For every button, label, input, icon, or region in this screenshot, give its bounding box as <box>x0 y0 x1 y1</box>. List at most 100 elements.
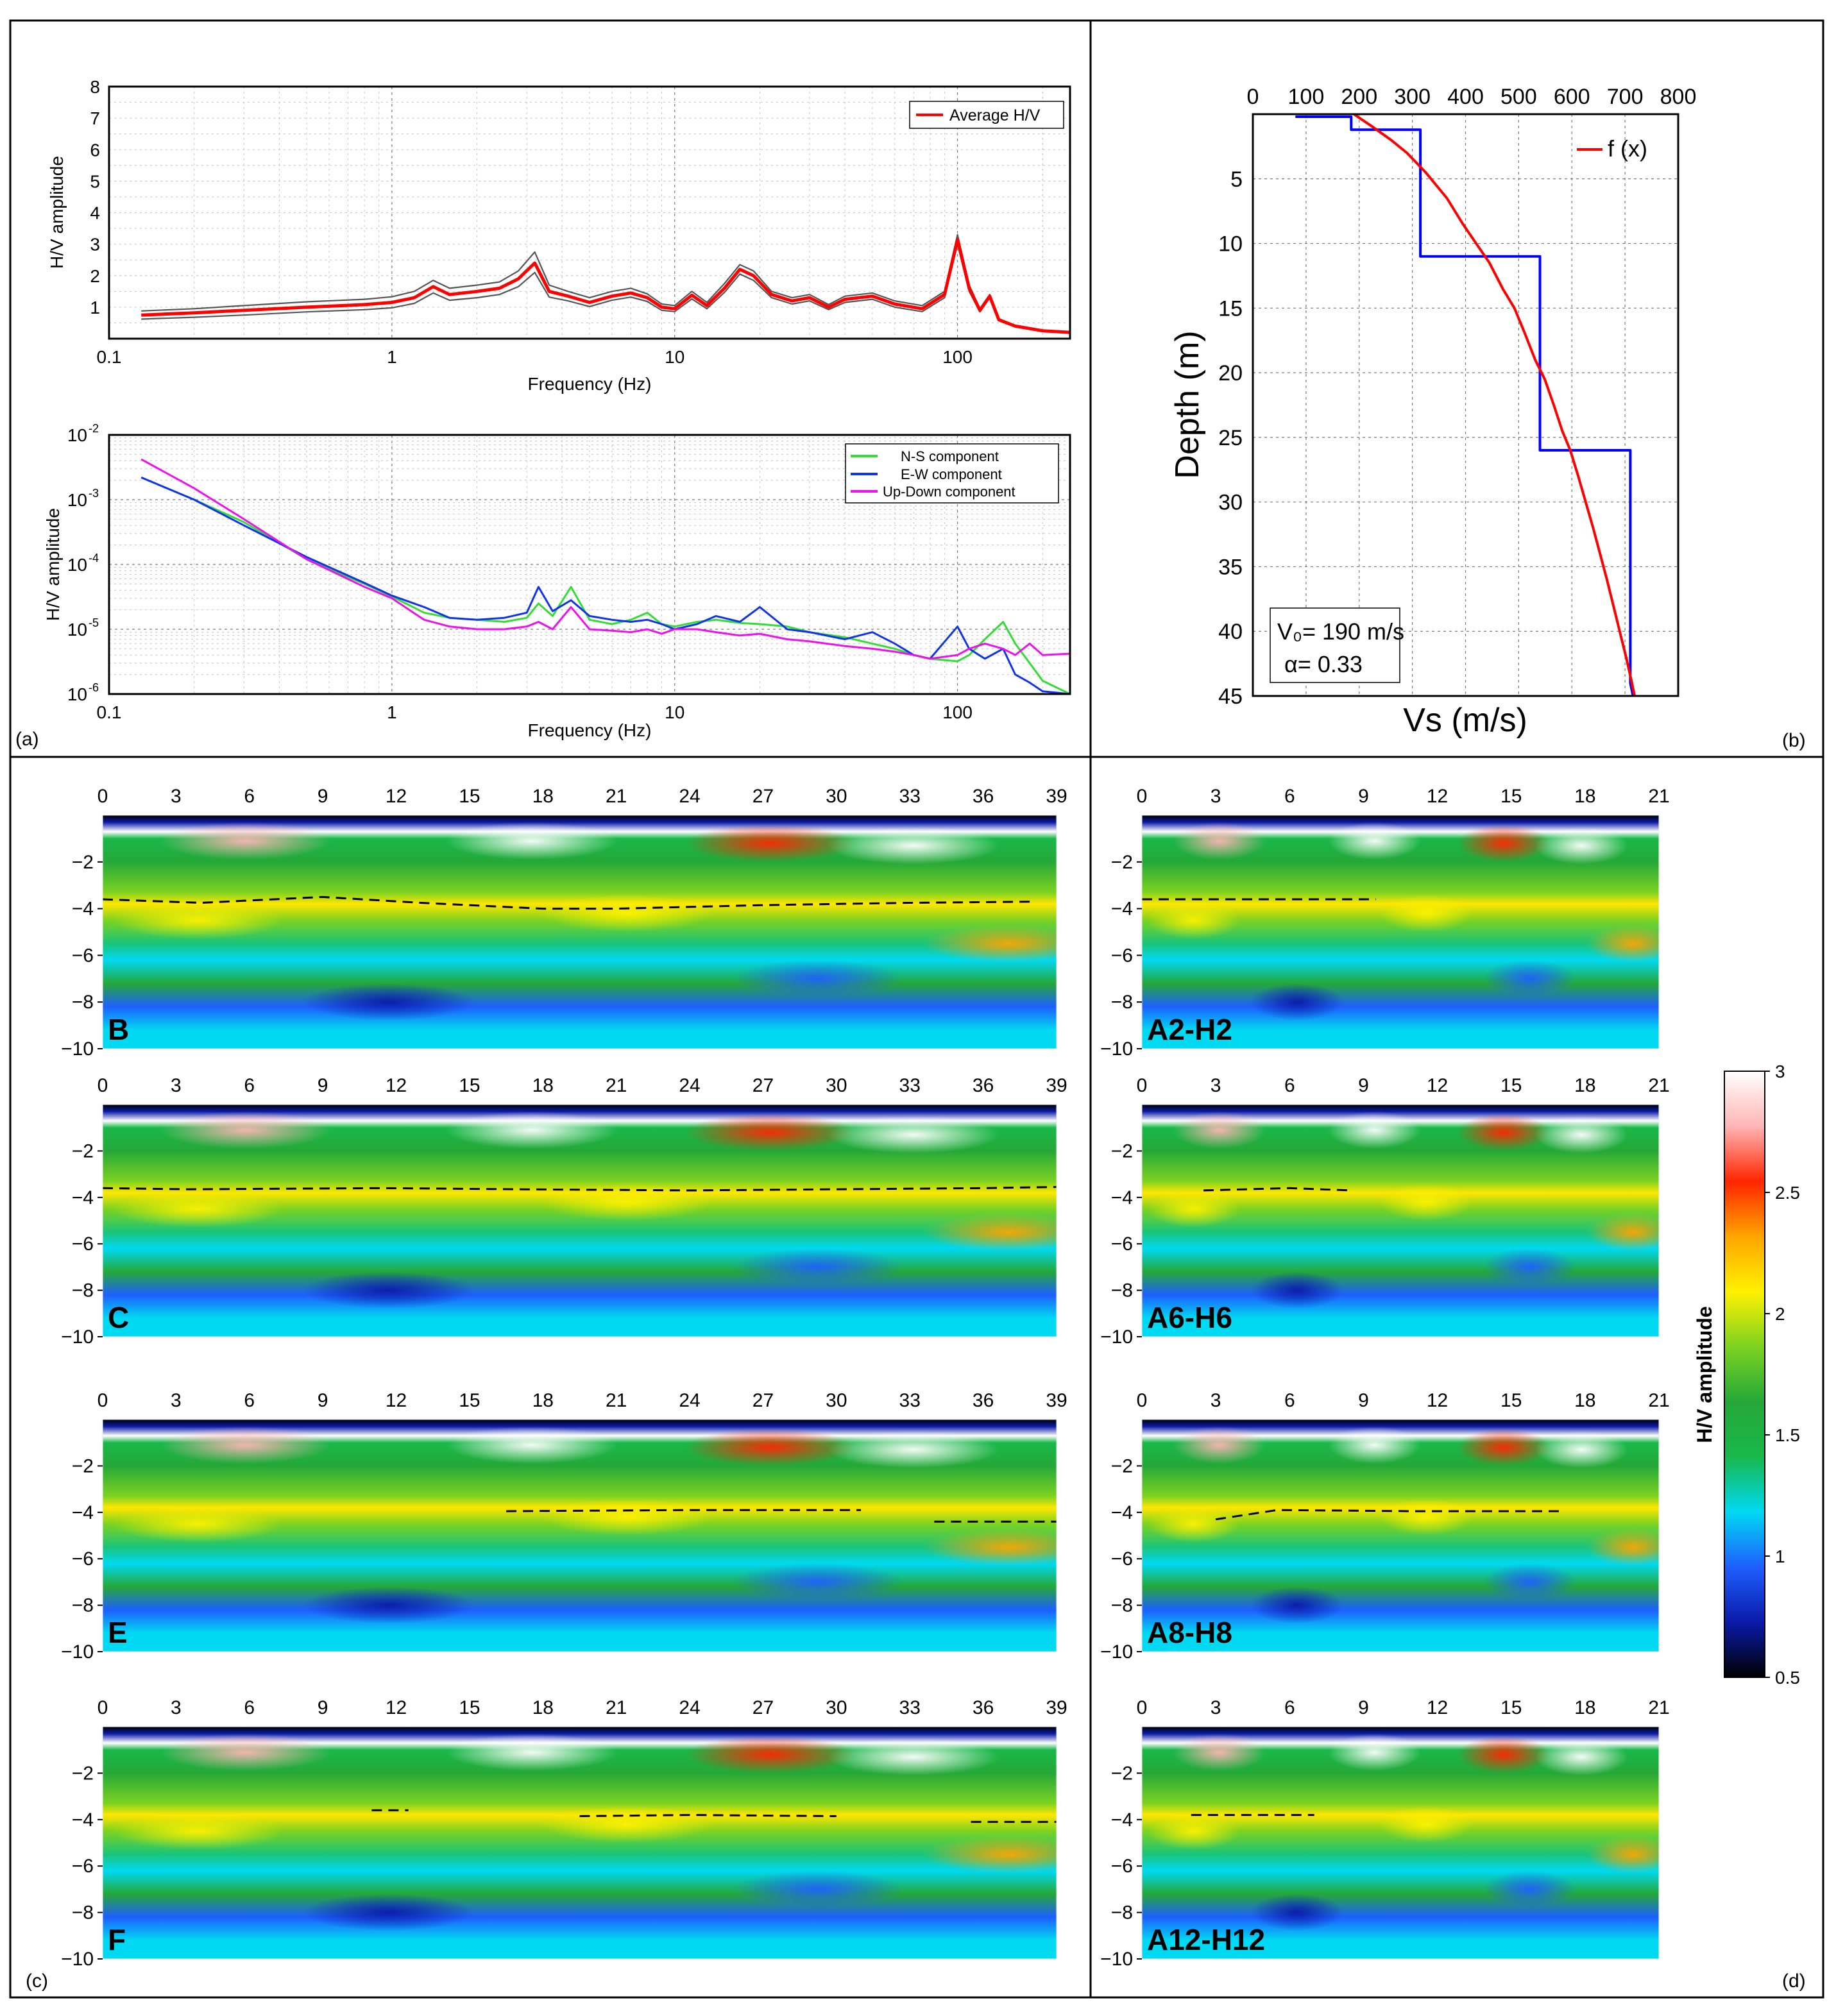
x-tick-label: 12 <box>1427 1390 1448 1411</box>
x-tick-label: 33 <box>899 1697 921 1718</box>
section-a6-h6: 0 3 6 9 12 15 18 21 −2 −4 −6 −8 −10 A6-H6 <box>1100 1075 1670 1348</box>
x-tick-label: 12 <box>386 1390 407 1411</box>
x-tick-label: 15 <box>459 1390 480 1411</box>
x-tick-label: 15 <box>1500 786 1522 807</box>
y-tick-label: 15 <box>1218 296 1243 321</box>
bedrock-interface <box>1215 1509 1561 1521</box>
y-tick-label: −6 <box>1111 1856 1133 1877</box>
amplitude-anomaly <box>446 822 618 860</box>
x-tick-label: 36 <box>973 1697 994 1718</box>
amplitude-anomaly <box>1147 901 1241 939</box>
legend-label-ns: N-S component <box>901 448 999 464</box>
bedrock-interface <box>102 1186 1057 1192</box>
x-tick-label: 36 <box>973 1390 994 1411</box>
y-tick-label: −4 <box>72 1187 94 1208</box>
amplitude-anomaly <box>1457 1114 1551 1151</box>
amplitude-anomaly <box>1328 1426 1422 1464</box>
x-tick-label: 3 <box>171 1390 182 1411</box>
section-label: A2-H2 <box>1147 1013 1232 1046</box>
section-field <box>1142 815 1659 1049</box>
x-tick-label: 18 <box>532 1390 554 1411</box>
x-tick-label: 33 <box>899 1390 921 1411</box>
series-average-hv-std <box>141 233 1071 333</box>
section-field <box>103 1105 1057 1337</box>
x-tick-label: 200 <box>1341 85 1377 109</box>
x-tick-label: 27 <box>752 1390 774 1411</box>
x-tick-label: 27 <box>752 786 774 807</box>
amplitude-anomaly <box>1379 1498 1473 1536</box>
svg-text:10: 10 <box>67 555 87 575</box>
x-tick-label: 10 <box>665 347 684 367</box>
y-tick-label: −6 <box>72 1856 94 1877</box>
x-tick-label: 18 <box>1574 786 1595 807</box>
y-tick-label: −2 <box>1111 1140 1133 1162</box>
section-a12-h12: 0 3 6 9 12 15 18 21 −2 −4 −6 −8 −10 A12-H12 <box>1100 1697 1670 1970</box>
amplitude-anomaly <box>922 1836 1057 1874</box>
amplitude-anomaly <box>1173 1426 1266 1464</box>
y-tick-label: −8 <box>72 1902 94 1924</box>
amplitude-anomaly <box>112 1190 284 1228</box>
x-tick-label: 0 <box>98 786 108 807</box>
x-tick-label: 9 <box>318 1390 328 1411</box>
x-tick-label: 0 <box>1137 1697 1148 1718</box>
vs-profile-ylabel: Depth (m) <box>1169 330 1206 479</box>
y-tick-label: −8 <box>1111 1280 1133 1301</box>
x-tick-label: 27 <box>752 1697 774 1718</box>
x-tick-label: 30 <box>826 1075 847 1096</box>
x-tick-label: 0 <box>1247 85 1259 109</box>
y-tick-label: −4 <box>1111 1502 1133 1523</box>
section-label: A8-H8 <box>1147 1616 1232 1649</box>
x-tick-label: 21 <box>1648 1390 1669 1411</box>
y-tick-label: 10 -6 <box>67 681 99 704</box>
x-tick-label: 6 <box>244 1697 255 1718</box>
amplitude-anomaly <box>446 1733 618 1771</box>
average-hv-plot-border <box>108 85 1071 340</box>
section-label: C <box>108 1301 129 1334</box>
colorbar-gradient <box>1724 1071 1765 1678</box>
section-border <box>102 1104 1057 1337</box>
amplitude-anomaly <box>1328 1111 1422 1149</box>
amplitude-anomaly <box>1586 1214 1659 1251</box>
amplitude-anomaly <box>1534 1431 1628 1469</box>
y-tick-label: 45 <box>1218 684 1243 709</box>
x-tick-label: 9 <box>1358 1390 1369 1411</box>
section-label: F <box>108 1923 126 1956</box>
x-tick-label: 9 <box>318 786 328 807</box>
y-tick-label: −6 <box>1111 1548 1133 1570</box>
panel-letter-d: (d) <box>1782 1970 1806 1992</box>
annotation-v0: V₀= 190 m/s <box>1277 618 1404 645</box>
y-tick-label: 10 -4 <box>67 552 99 575</box>
legend-label-average: Average H/V <box>949 106 1041 124</box>
svg-text:10: 10 <box>67 425 87 445</box>
components-xlabel: Frequency (Hz) <box>528 720 652 740</box>
section-label: E <box>108 1616 128 1649</box>
amplitude-anomaly <box>1586 1836 1659 1874</box>
amplitude-anomaly <box>1483 1870 1577 1908</box>
amplitude-anomaly <box>1147 1812 1241 1850</box>
svg-text:-6: -6 <box>89 681 99 694</box>
series-ud <box>140 458 1071 660</box>
y-tick-label: −2 <box>1111 852 1133 873</box>
x-tick-label: 400 <box>1447 85 1484 109</box>
x-tick-label: 18 <box>1574 1390 1595 1411</box>
annotation-box <box>1270 607 1400 683</box>
x-tick-label: 21 <box>606 786 627 807</box>
y-tick-label: −2 <box>72 1763 94 1784</box>
y-tick-label: −2 <box>1111 1455 1133 1477</box>
y-tick-label: −6 <box>1111 1233 1133 1255</box>
legend-label-ew: E-W component <box>901 466 1002 482</box>
amplitude-anomaly <box>1250 1893 1344 1931</box>
x-tick-label: 15 <box>459 786 480 807</box>
x-tick-label: 800 <box>1660 85 1697 109</box>
section-c: 0 3 6 9 12 15 18 21 24 27 30 33 36 39−2−4−6−8−10C <box>61 1075 1067 1348</box>
section-border <box>1141 1726 1660 1960</box>
x-tick-label: 0.1 <box>97 347 122 367</box>
x-tick-label: 33 <box>899 786 921 807</box>
amplitude-anomaly <box>922 1214 1057 1251</box>
y-tick-label: 30 <box>1218 491 1243 515</box>
y-tick-label: 4 <box>90 203 100 223</box>
y-tick-label: 7 <box>90 108 100 128</box>
x-tick-label: 18 <box>532 786 554 807</box>
y-tick-label: −10 <box>61 1949 94 1970</box>
